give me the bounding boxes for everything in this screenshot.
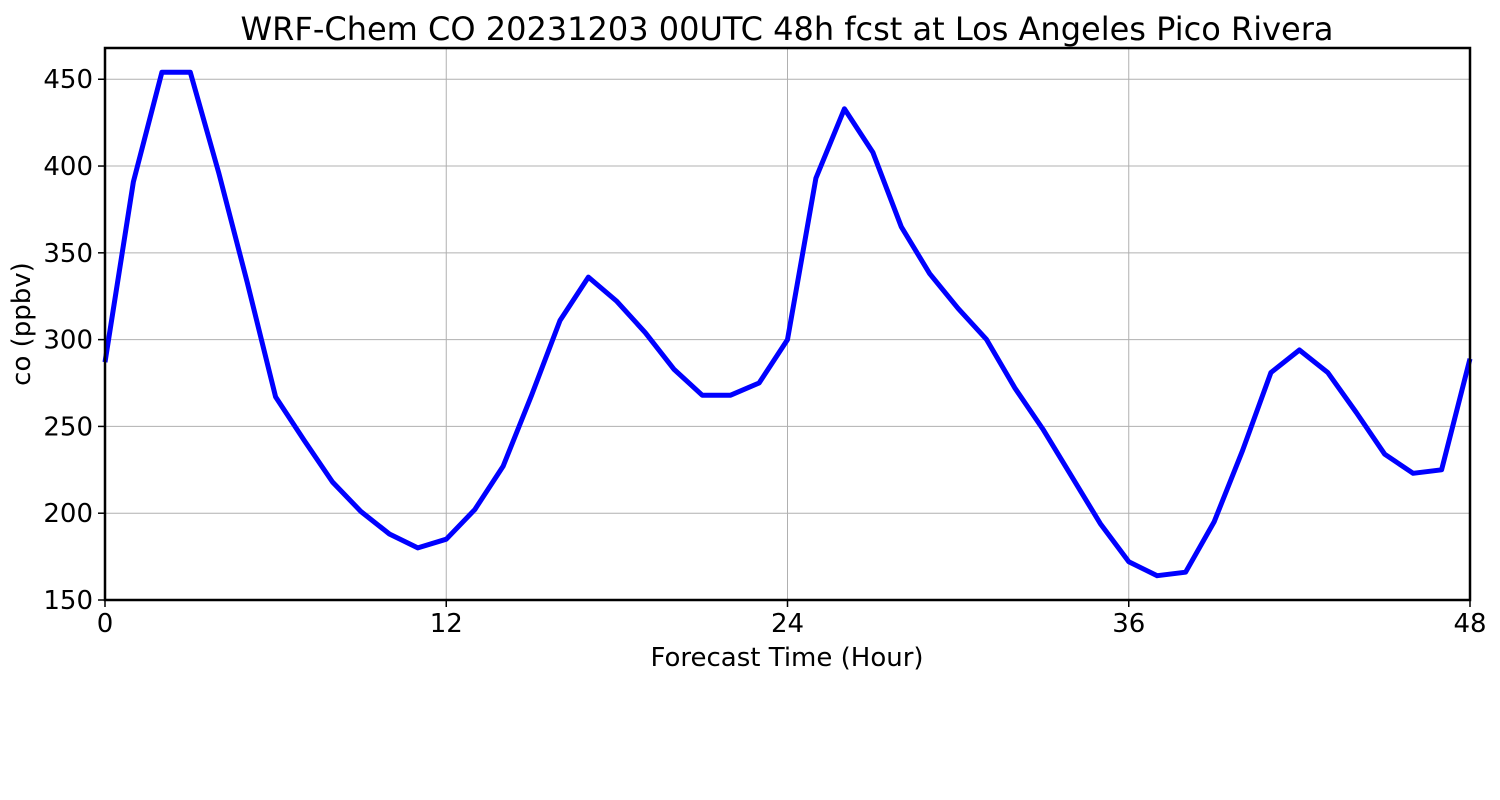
y-tick-label: 450 <box>43 65 93 95</box>
axis-ticks <box>98 78 1471 607</box>
x-tick-labels: 0 12 24 36 48 <box>97 609 1487 639</box>
x-tick-label: 36 <box>1112 609 1145 639</box>
x-axis-label: Forecast Time (Hour) <box>650 643 923 673</box>
co-series-line <box>102 69 1473 579</box>
x-tick-label: 12 <box>430 609 463 639</box>
x-tick-label: 48 <box>1453 609 1486 639</box>
chart-title: WRF-Chem CO 20231203 00UTC 48h fcst at L… <box>241 10 1334 48</box>
y-axis-label: co (ppbv) <box>7 262 37 386</box>
y-tick-label: 400 <box>43 152 93 182</box>
y-tick-label: 200 <box>43 499 93 529</box>
grid-lines <box>105 48 1470 600</box>
x-tick-label: 24 <box>771 609 804 639</box>
y-tick-label: 300 <box>43 326 93 356</box>
series-layer <box>102 69 1473 579</box>
y-tick-label: 150 <box>43 586 93 616</box>
x-tick-label: 0 <box>97 609 114 639</box>
y-tick-labels: 150 200 250 300 350 400 450 <box>43 65 93 616</box>
y-tick-label: 350 <box>43 239 93 269</box>
y-tick-label: 250 <box>43 412 93 442</box>
